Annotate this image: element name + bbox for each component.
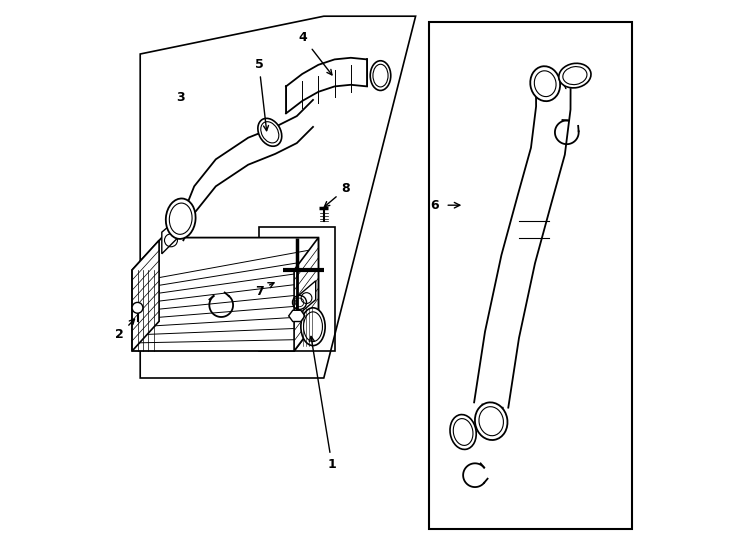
Text: 7: 7 [255, 285, 264, 298]
Ellipse shape [559, 63, 591, 88]
Bar [429, 22, 631, 529]
Ellipse shape [166, 199, 195, 239]
Ellipse shape [530, 66, 560, 101]
Text: 1: 1 [309, 336, 336, 471]
Text: 2: 2 [115, 319, 134, 341]
Circle shape [132, 302, 143, 313]
Polygon shape [161, 216, 181, 254]
Ellipse shape [258, 118, 282, 146]
Text: 4: 4 [299, 31, 332, 75]
Ellipse shape [475, 402, 507, 440]
Polygon shape [474, 89, 570, 408]
Ellipse shape [450, 415, 476, 449]
Bar [259, 227, 335, 351]
Polygon shape [132, 240, 159, 351]
Polygon shape [288, 310, 305, 321]
Ellipse shape [301, 308, 325, 346]
Text: 5: 5 [255, 58, 269, 131]
Text: 8: 8 [324, 183, 349, 207]
Polygon shape [294, 238, 319, 351]
Polygon shape [297, 281, 316, 316]
Polygon shape [132, 238, 319, 351]
Ellipse shape [370, 60, 390, 91]
Text: 6: 6 [430, 199, 439, 212]
Text: 3: 3 [176, 91, 185, 104]
